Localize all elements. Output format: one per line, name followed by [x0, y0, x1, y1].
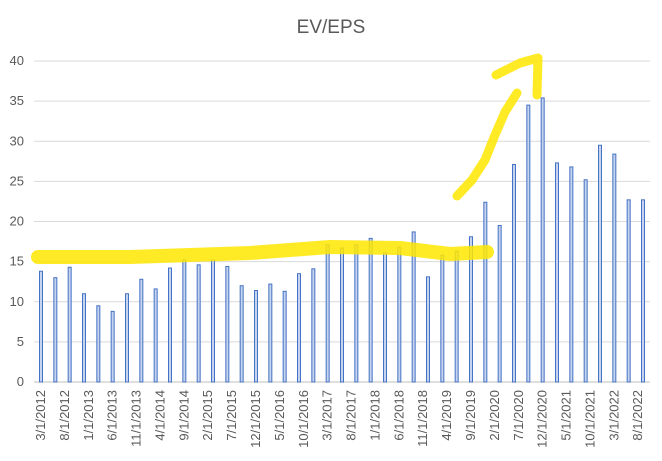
bar: [168, 267, 172, 383]
x-tick-label: 1/1/2018: [367, 390, 382, 441]
highlight-flat: [31, 240, 494, 264]
bar: [540, 97, 545, 383]
y-tick-label: 35: [10, 93, 24, 108]
bar: [53, 277, 58, 383]
x-tick-label: 6/1/2013: [105, 390, 120, 441]
x-tick-label: 7/1/2020: [511, 390, 526, 441]
bar: [268, 283, 273, 383]
bar: [254, 290, 258, 383]
x-tick-label: 3/1/2017: [320, 390, 335, 441]
x-tick-label: 10/1/2016: [296, 390, 311, 448]
y-tick-label: 20: [10, 214, 24, 229]
labels: 0 5 10 15 20 25 30 35 40 3/1/2012 8/1/2012 1/1/2013…: [10, 53, 646, 448]
x-tick-label: 6/1/2018: [391, 390, 406, 441]
x-tick-label: 4/1/2014: [152, 390, 167, 441]
x-tick-label: 12/1/2020: [535, 390, 550, 448]
bar: [383, 252, 387, 383]
bar: [125, 293, 129, 383]
x-tick-label: 8/1/2017: [344, 390, 359, 441]
x-tick-label: 11/1/2013: [129, 390, 144, 447]
y-tick-label: 25: [10, 173, 24, 188]
x-tick-label: 9/1/2014: [176, 390, 191, 441]
chart-title: EV/EPS: [297, 17, 366, 38]
bar: [67, 266, 72, 383]
highlighter: [31, 53, 543, 264]
bar: [110, 310, 115, 383]
x-tick-label: 8/1/2012: [57, 390, 72, 441]
bar: [583, 179, 588, 383]
bar: [483, 201, 488, 383]
bar: [139, 278, 144, 383]
bar: [497, 225, 502, 383]
bar: [239, 285, 244, 383]
bar: [196, 264, 201, 383]
x-tick-label: 4/1/2019: [439, 390, 454, 441]
bar: [311, 268, 316, 383]
x-tick-label: 5/1/2016: [272, 390, 287, 441]
bar: [555, 162, 559, 383]
bar: [612, 153, 617, 383]
bar: [626, 199, 631, 383]
bars: [39, 97, 645, 383]
bar: [598, 144, 602, 383]
x-tick-label: 11/1/2018: [415, 390, 430, 447]
highlight-arrow: [491, 53, 543, 100]
x-tick-label: 3/1/2012: [33, 390, 48, 441]
x-tick-label: 2/1/2020: [487, 390, 502, 441]
x-tick-label: 5/1/2021: [559, 390, 574, 441]
bar: [297, 273, 301, 383]
bar: [82, 293, 86, 383]
bar: [440, 254, 445, 383]
bar: [411, 231, 416, 383]
bar: [397, 246, 402, 383]
x-tick-label: 1/1/2013: [81, 390, 96, 441]
x-tick-label: 8/1/2022: [630, 390, 645, 441]
x-tick-label: 7/1/2015: [224, 390, 239, 441]
y-tick-label: 30: [10, 133, 24, 148]
bar: [96, 305, 101, 383]
y-tick-label: 40: [10, 53, 24, 68]
y-tick-label: 0: [17, 374, 24, 389]
bar: [469, 236, 473, 383]
bar: [225, 265, 230, 383]
x-tick-label: 9/1/2019: [463, 390, 478, 441]
highlight-rise: [452, 88, 522, 201]
bar: [512, 164, 516, 383]
bar: [325, 244, 330, 383]
bar: [282, 290, 287, 383]
bar: [182, 259, 187, 383]
x-tick-label: 2/1/2015: [200, 390, 215, 441]
bar: [340, 247, 344, 383]
bar: [526, 104, 531, 383]
bar: [354, 244, 359, 383]
x-tick-label: 10/1/2021: [582, 390, 597, 448]
bar: [153, 288, 158, 383]
x-tick-label: 12/1/2015: [248, 390, 263, 448]
bar: [426, 276, 430, 383]
bar: [211, 259, 215, 383]
y-tick-label: 10: [10, 294, 24, 309]
bar: [368, 237, 373, 383]
bar: [569, 166, 574, 383]
bar: [454, 250, 459, 383]
x-tick-label: 3/1/2022: [606, 390, 621, 441]
y-tick-label: 15: [10, 254, 24, 269]
y-tick-label: 5: [17, 334, 24, 349]
bar: [641, 199, 645, 383]
bar: [39, 270, 43, 383]
